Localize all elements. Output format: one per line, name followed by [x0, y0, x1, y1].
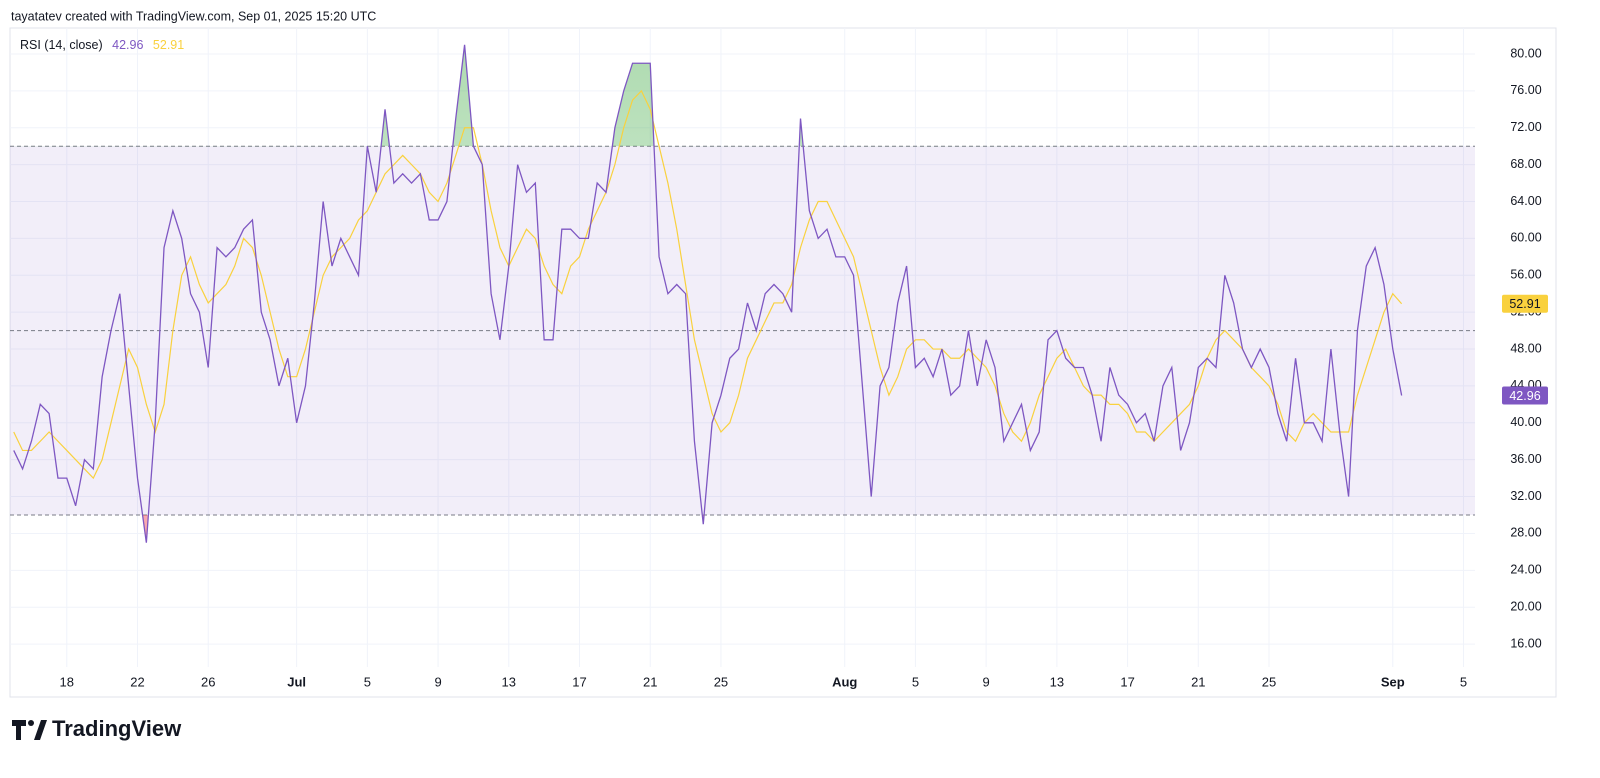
- y-tick-label: 64.00: [1510, 194, 1541, 208]
- y-tick-label: 28.00: [1510, 526, 1541, 540]
- brand: TradingView: [52, 716, 182, 741]
- y-tick-label: 56.00: [1510, 268, 1541, 282]
- overbought-fill: [381, 44, 804, 147]
- x-tick-label: 25: [714, 674, 728, 689]
- rsi-line: [13, 44, 1403, 543]
- y-tick-label: 32.00: [1510, 489, 1541, 503]
- y-tick-label: 68.00: [1510, 157, 1541, 171]
- x-tick-label: 17: [1120, 674, 1134, 689]
- x-tick-label: 21: [643, 674, 657, 689]
- x-tick-label: 9: [983, 674, 990, 689]
- x-tick-label: 5: [1460, 674, 1467, 689]
- y-tick-label: 24.00: [1510, 563, 1541, 577]
- x-tick-label: 13: [1050, 674, 1064, 689]
- logo-dot: [28, 720, 34, 726]
- y-tick-label: 72.00: [1510, 120, 1541, 134]
- badge-bg: [1502, 294, 1548, 313]
- y-tick-label: 60.00: [1510, 231, 1541, 245]
- indicator-title: RSI (14, close): [20, 38, 103, 52]
- badge-label: 52.91: [1509, 297, 1540, 311]
- x-tick-label: 21: [1191, 674, 1205, 689]
- brand-logo: [12, 720, 47, 740]
- x-tick-label: Aug: [832, 674, 857, 689]
- x-tick-label: 25: [1262, 674, 1276, 689]
- last-value-badge: 42.96: [1502, 386, 1548, 405]
- rsi-ma-line: [13, 89, 1403, 480]
- badge-bg: [1502, 386, 1548, 405]
- attribution: tayatatev created with TradingView.com, …: [11, 9, 376, 23]
- plot: [13, 44, 1403, 543]
- axes: 16.0020.0024.0028.0032.0036.0040.0044.00…: [60, 46, 1548, 689]
- legend: RSI (14, close) 42.96 52.91: [20, 38, 184, 52]
- x-tick-label: 22: [130, 674, 144, 689]
- legend-value: 52.91: [153, 38, 184, 52]
- y-tick-label: 20.00: [1510, 599, 1541, 613]
- y-tick-label: 48.00: [1510, 341, 1541, 355]
- y-tick-label: 80.00: [1510, 46, 1541, 60]
- x-tick-label: 5: [912, 674, 919, 689]
- x-tick-label: 9: [434, 674, 441, 689]
- x-tick-label: Jul: [287, 674, 306, 689]
- y-tick-label: 16.00: [1510, 636, 1541, 650]
- badge-label: 42.96: [1509, 389, 1540, 403]
- y-tick-label: 40.00: [1510, 415, 1541, 429]
- y-tick-label: 36.00: [1510, 452, 1541, 466]
- legend-value: 42.96: [112, 38, 143, 52]
- x-tick-label: 13: [502, 674, 516, 689]
- x-tick-label: 26: [201, 674, 215, 689]
- x-tick-label: 17: [572, 674, 586, 689]
- x-tick-label: 18: [60, 674, 74, 689]
- x-tick-label: 5: [364, 674, 371, 689]
- x-tick-label: Sep: [1381, 674, 1405, 689]
- chart-frame: [9, 27, 1557, 698]
- logo-mark: [12, 720, 47, 740]
- last-value-badge: 52.91: [1502, 294, 1548, 313]
- y-tick-label: 76.00: [1510, 83, 1541, 97]
